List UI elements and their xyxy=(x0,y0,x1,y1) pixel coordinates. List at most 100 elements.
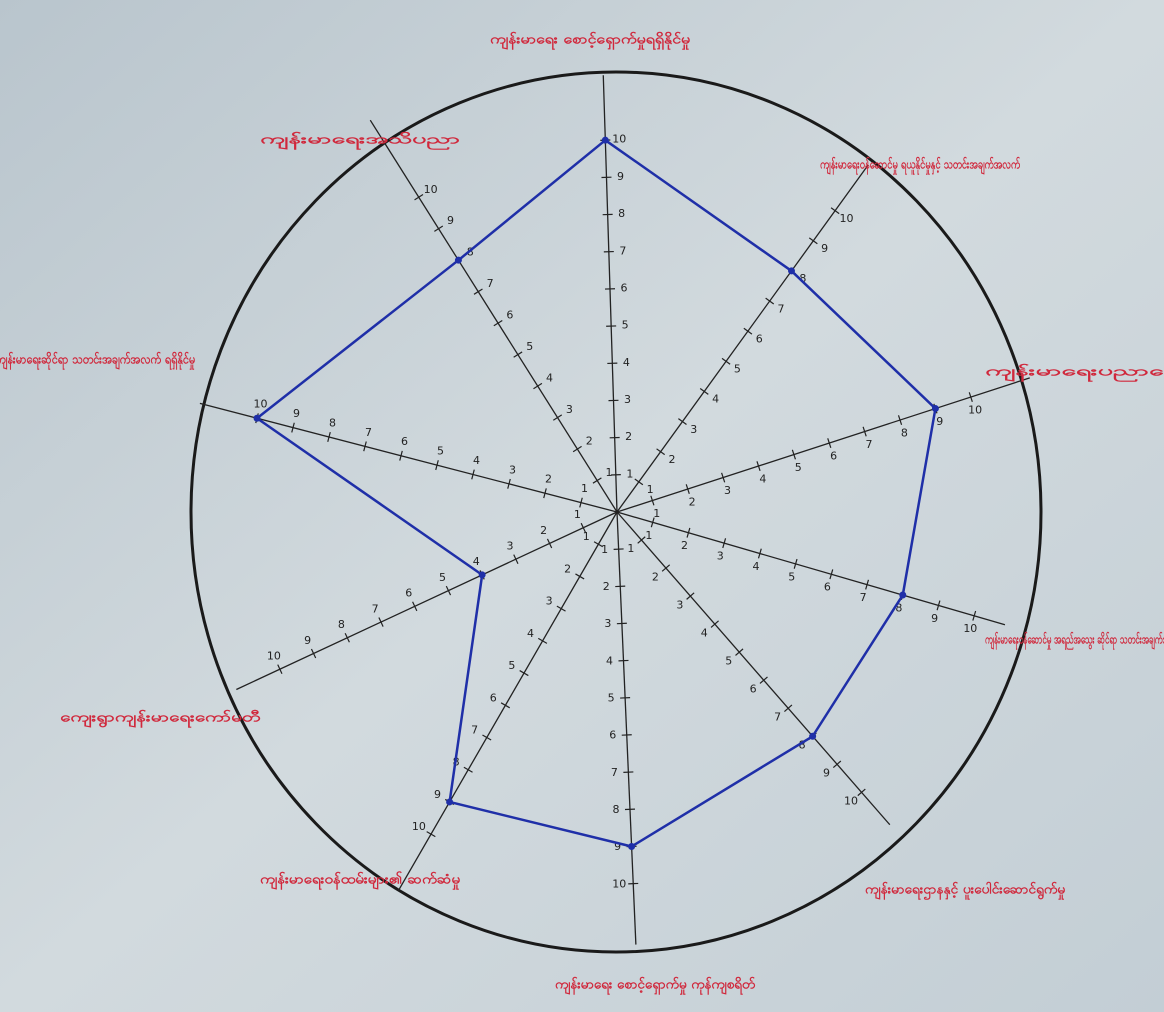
tick-label: 2 xyxy=(564,562,571,575)
tick-label: 3 xyxy=(546,595,553,608)
tick-label: 3 xyxy=(509,463,516,476)
tick-label: 3 xyxy=(624,393,631,406)
page: 12345678910ကျန်းမာရေး စောင့်ရှောက်မှုရရှ… xyxy=(0,0,1164,1012)
tick-label: 6 xyxy=(506,309,513,322)
radar-point xyxy=(254,415,261,422)
tick-label: 7 xyxy=(619,244,626,257)
tick-label: 1 xyxy=(581,482,588,495)
tick-label: 1 xyxy=(606,466,613,479)
tick-label: 7 xyxy=(778,302,785,315)
tick-label: 7 xyxy=(471,724,478,737)
tick-label: 6 xyxy=(490,691,497,704)
tick-label: 5 xyxy=(437,445,444,458)
tick-label: 4 xyxy=(606,654,613,667)
tick-label: 9 xyxy=(304,634,311,647)
tick-label: 7 xyxy=(860,591,867,604)
tick-label: 10 xyxy=(844,795,858,808)
tick-label: 9 xyxy=(936,415,943,428)
paper xyxy=(0,0,1164,1012)
tick-label: 6 xyxy=(830,449,837,462)
tick-label: 6 xyxy=(750,682,757,695)
tick-label: 3 xyxy=(566,403,573,416)
tick-label: 8 xyxy=(329,416,336,429)
tick-label: 2 xyxy=(681,539,688,552)
radar-point xyxy=(628,843,635,850)
tick-label: 6 xyxy=(620,281,627,294)
tick-label: 7 xyxy=(365,426,372,439)
tick-label: 7 xyxy=(611,766,618,779)
tick-label: 4 xyxy=(473,555,480,568)
tick-label: 7 xyxy=(865,438,872,451)
tick-label: 10 xyxy=(963,622,977,635)
tick-label: 6 xyxy=(756,332,763,345)
tick-label: 1 xyxy=(574,508,581,521)
radar-point xyxy=(602,137,609,144)
tick-label: 5 xyxy=(795,461,802,474)
tick-label: 4 xyxy=(546,372,553,385)
tick-label: 2 xyxy=(545,473,552,486)
radar-point xyxy=(809,733,816,740)
tick-label: 5 xyxy=(526,340,533,353)
tick-label: 4 xyxy=(701,626,708,639)
tick-label: 5 xyxy=(622,319,629,332)
tick-label: 6 xyxy=(609,729,616,742)
tick-label: 4 xyxy=(527,627,534,640)
tick-label: 3 xyxy=(717,550,724,563)
radar-point xyxy=(932,405,939,412)
tick-label: 8 xyxy=(338,618,345,631)
radar-point xyxy=(788,267,795,274)
tick-label: 6 xyxy=(405,587,412,600)
tick-label: 1 xyxy=(647,483,654,496)
tick-label: 4 xyxy=(473,454,480,467)
tick-label: 10 xyxy=(968,403,982,416)
tick-label: 7 xyxy=(372,602,379,615)
tick-label: 9 xyxy=(447,214,454,227)
chart: 12345678910ကျန်းမာရေး စောင့်ရှောက်မှုရရှ… xyxy=(0,0,1164,1012)
tick-label: 2 xyxy=(625,430,632,443)
radar-point xyxy=(446,798,453,805)
tick-label: 2 xyxy=(540,524,547,537)
tick-label: 9 xyxy=(823,766,830,779)
tick-label: 9 xyxy=(617,170,624,183)
tick-label: 10 xyxy=(612,133,626,146)
tick-label: 10 xyxy=(839,212,853,225)
tick-label: 8 xyxy=(618,207,625,220)
tick-label: 8 xyxy=(901,426,908,439)
tick-label: 1 xyxy=(645,529,652,542)
tick-label: 10 xyxy=(412,820,426,833)
tick-label: 3 xyxy=(690,423,697,436)
tick-label: 5 xyxy=(508,659,515,672)
tick-label: 4 xyxy=(712,393,719,406)
tick-label: 7 xyxy=(487,277,494,290)
tick-label: 2 xyxy=(586,435,593,448)
tick-label: 1 xyxy=(627,542,634,555)
tick-label: 6 xyxy=(401,435,408,448)
tick-label: 3 xyxy=(604,617,611,630)
tick-label: 10 xyxy=(254,398,268,411)
tick-label: 4 xyxy=(759,472,766,485)
tick-label: 8 xyxy=(612,803,619,816)
radar-point xyxy=(479,571,486,578)
tick-label: 5 xyxy=(734,363,741,376)
radar-point xyxy=(455,257,462,264)
tick-label: 6 xyxy=(824,581,831,594)
tick-label: 2 xyxy=(603,580,610,593)
tick-label: 5 xyxy=(439,571,446,584)
tick-label: 2 xyxy=(668,453,675,466)
tick-label: 10 xyxy=(267,650,281,663)
radar-point xyxy=(899,592,906,599)
tick-label: 9 xyxy=(434,788,441,801)
tick-label: 3 xyxy=(676,598,683,611)
tick-label: 2 xyxy=(652,570,659,583)
tick-label: 2 xyxy=(689,495,696,508)
tick-label: 9 xyxy=(821,242,828,255)
tick-label: 5 xyxy=(725,654,732,667)
tick-label: 5 xyxy=(788,570,795,583)
tick-label: 1 xyxy=(601,543,608,556)
tick-label: 10 xyxy=(424,183,438,196)
tick-label: 10 xyxy=(612,877,626,890)
tick-label: 9 xyxy=(293,407,300,420)
tick-label: 3 xyxy=(506,539,513,552)
tick-label: 5 xyxy=(608,691,615,704)
tick-label: 1 xyxy=(583,530,590,543)
